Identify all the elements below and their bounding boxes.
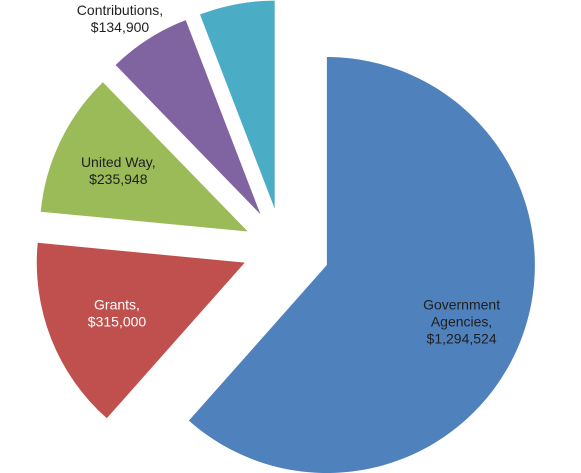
label-name-line: United Way,: [81, 154, 156, 170]
slice-grants: [36, 242, 245, 419]
label-name-line: Grants,: [94, 296, 140, 312]
label-value: $134,900: [91, 19, 150, 35]
labels-layer: Government Agencies, $1,294,524 Grants, $315…: [77, 0, 500, 346]
label-value: $235,948: [89, 171, 148, 187]
label-government-agencies: Government Agencies, $1,294,524: [423, 296, 500, 346]
slice-individual-contributions: [115, 20, 261, 215]
slice-united-way: [40, 82, 248, 232]
slices-layer: [36, 0, 535, 473]
label-value: $315,000: [88, 313, 147, 329]
label-name-line: Agencies,: [431, 313, 492, 329]
label-name-line: Individual: [90, 0, 149, 1]
label-name-line: Contributions,: [77, 2, 163, 18]
label-united-way: United Way, $235,948: [81, 154, 156, 187]
label-grants: Grants, $315,000: [88, 296, 147, 329]
slice-special-events: [199, 0, 275, 209]
label-name-line: Government: [423, 296, 500, 312]
slice-government-agencies: [188, 57, 535, 473]
label-value: $1,294,524: [427, 330, 497, 346]
label-individual-contributions: IndividualContributions,$134,900: [77, 0, 163, 35]
